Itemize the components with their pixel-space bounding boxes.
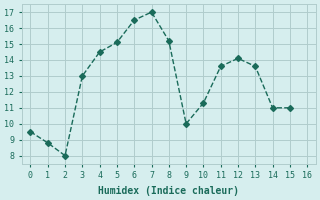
X-axis label: Humidex (Indice chaleur): Humidex (Indice chaleur) xyxy=(98,186,239,196)
